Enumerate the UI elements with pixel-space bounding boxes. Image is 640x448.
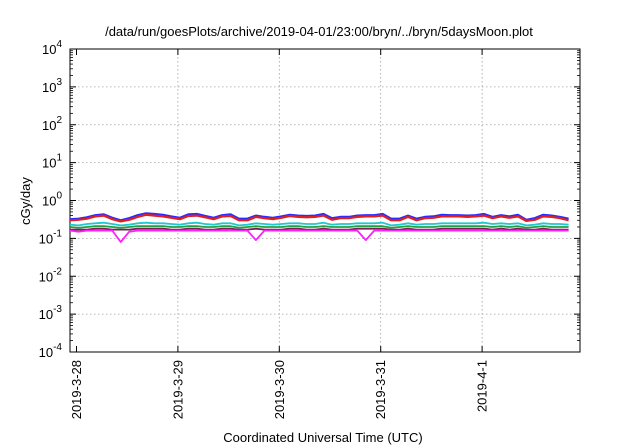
y-tick-base: 10 bbox=[39, 231, 53, 246]
y-tick-exponent: 1 bbox=[56, 153, 62, 164]
y-tick-label: 103 bbox=[42, 77, 62, 95]
y-tick-label: 100 bbox=[42, 191, 62, 209]
y-tick-label: 104 bbox=[42, 39, 62, 57]
x-axis-label: Coordinated Universal Time (UTC) bbox=[223, 430, 422, 445]
y-tick-exponent: 0 bbox=[56, 191, 62, 202]
x-tick-label: 2019-4-1 bbox=[475, 360, 490, 412]
y-tick-exponent: -1 bbox=[53, 228, 62, 239]
y-tick-label: 10-3 bbox=[39, 304, 63, 322]
x-tick-label: 2019-3-29 bbox=[170, 360, 185, 419]
y-tick-exponent: -3 bbox=[53, 304, 62, 315]
x-tick-label: 2019-3-31 bbox=[373, 360, 388, 419]
x-tick-label: 2019-3-28 bbox=[69, 360, 84, 419]
y-tick-label: 10-4 bbox=[39, 342, 63, 360]
series-lines bbox=[69, 212, 569, 243]
y-tick-base: 10 bbox=[39, 269, 53, 284]
x-tick-label: 2019-3-30 bbox=[272, 360, 287, 419]
y-tick-label: 10-2 bbox=[39, 266, 63, 284]
grid bbox=[70, 49, 580, 352]
y-tick-exponent: 4 bbox=[56, 39, 62, 50]
y-tick-label: 101 bbox=[42, 153, 62, 171]
series-line bbox=[69, 225, 569, 229]
series-line bbox=[69, 212, 569, 222]
y-tick-exponent: -4 bbox=[53, 342, 62, 353]
series-line bbox=[69, 213, 569, 223]
y-axis-label: cGy/day bbox=[18, 177, 33, 225]
y-tick-label: 102 bbox=[42, 115, 62, 133]
series-line bbox=[70, 227, 569, 231]
y-tick-base: 10 bbox=[42, 80, 56, 95]
y-tick-exponent: 2 bbox=[56, 115, 62, 126]
series-line bbox=[69, 229, 569, 243]
y-tick-base: 10 bbox=[39, 345, 53, 360]
y-tick-label: 10-1 bbox=[39, 228, 63, 246]
x-tick-labels: 2019-3-28 2019-3-29 2019-3-30 2019-3-31 2019… bbox=[69, 360, 490, 419]
y-tick-base: 10 bbox=[42, 42, 56, 57]
y-tick-exponent: -2 bbox=[53, 266, 62, 277]
y-tick-base: 10 bbox=[42, 194, 56, 209]
y-tick-base: 10 bbox=[39, 307, 53, 322]
tick-marks bbox=[70, 48, 580, 353]
chart-title: /data/run/goesPlots/archive/2019-04-01/2… bbox=[105, 24, 533, 39]
series-line bbox=[69, 221, 569, 227]
y-tick-exponent: 3 bbox=[56, 77, 62, 88]
y-tick-base: 10 bbox=[42, 156, 56, 171]
y-tick-base: 10 bbox=[42, 118, 56, 133]
